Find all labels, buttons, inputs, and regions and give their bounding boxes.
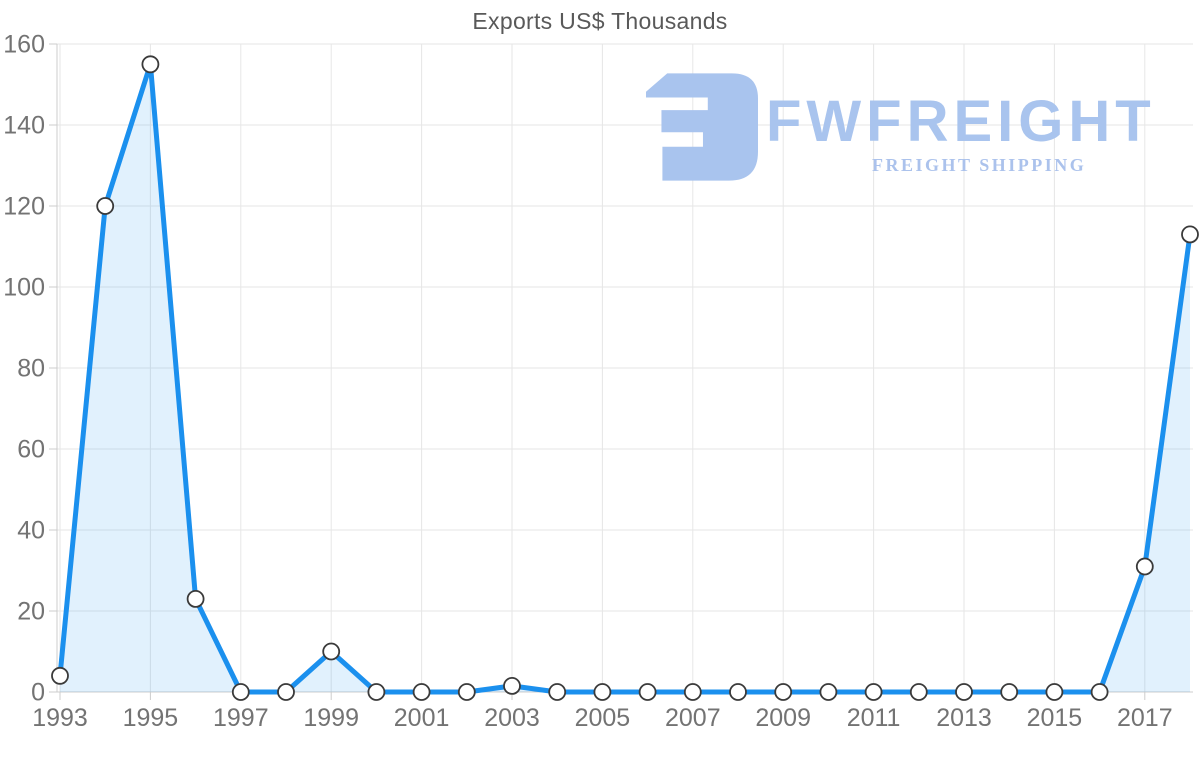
y-tick-label: 80	[17, 355, 45, 383]
data-point[interactable]	[1135, 557, 1154, 576]
x-tick-label: 2003	[484, 704, 540, 732]
data-point[interactable]	[231, 683, 250, 701]
x-tick-label: 1999	[303, 704, 359, 732]
x-tick-label: 1993	[32, 704, 88, 732]
data-point[interactable]	[96, 197, 115, 215]
x-tick-label: 2015	[1027, 704, 1083, 732]
y-tick-label: 120	[3, 193, 45, 221]
x-tick-label: 2007	[665, 704, 721, 732]
y-tick-label: 160	[3, 31, 45, 59]
data-point[interactable]	[1090, 683, 1109, 701]
data-point[interactable]	[864, 683, 883, 701]
data-point[interactable]	[51, 666, 69, 685]
data-point[interactable]	[774, 683, 793, 701]
data-point[interactable]	[141, 55, 160, 74]
data-point[interactable]	[412, 683, 431, 701]
x-tick-label: 2011	[847, 704, 901, 732]
x-tick-label: 1995	[123, 704, 179, 732]
x-tick-label: 2001	[394, 704, 450, 732]
data-point[interactable]	[683, 683, 702, 701]
y-tick-label: 140	[3, 112, 45, 140]
data-point[interactable]	[548, 683, 567, 701]
data-point[interactable]	[593, 683, 612, 701]
data-point[interactable]	[457, 683, 476, 701]
data-point[interactable]	[638, 683, 657, 701]
x-tick-label: 2005	[575, 704, 631, 732]
y-tick-label: 20	[17, 598, 45, 626]
data-point[interactable]	[367, 683, 386, 701]
area-fill	[60, 64, 1190, 693]
y-tick-label: 40	[17, 517, 45, 545]
data-point[interactable]	[503, 677, 521, 695]
data-point[interactable]	[729, 683, 747, 701]
y-tick-label: 60	[17, 436, 45, 464]
data-point[interactable]	[1181, 225, 1199, 244]
data-point[interactable]	[1000, 683, 1019, 701]
data-point[interactable]	[322, 642, 341, 661]
series-line	[57, 61, 1193, 695]
chart-title: Exports US$ Thousands	[472, 8, 728, 34]
data-point[interactable]	[1045, 683, 1064, 701]
x-tick-label: 1997	[213, 704, 269, 732]
data-point[interactable]	[955, 683, 973, 701]
markers	[51, 55, 1199, 701]
gridlines	[57, 43, 1193, 693]
y-tick-label: 100	[3, 274, 45, 302]
y-axis-labels: 0 20 40 60 80 100 120 140 160	[3, 31, 45, 707]
x-axis-labels: 1993 1995 1997 1999 2001 2003 2005 2007 2009 2011…	[32, 704, 1172, 732]
data-point[interactable]	[909, 683, 928, 701]
x-tick-label: 2009	[755, 704, 811, 732]
y-tick-label: 0	[31, 679, 45, 707]
x-tick-label: 2013	[936, 704, 992, 732]
axes	[49, 43, 1193, 700]
data-point[interactable]	[277, 683, 295, 701]
data-point[interactable]	[186, 590, 205, 608]
data-point[interactable]	[819, 683, 838, 701]
x-tick-label: 2017	[1117, 704, 1173, 732]
